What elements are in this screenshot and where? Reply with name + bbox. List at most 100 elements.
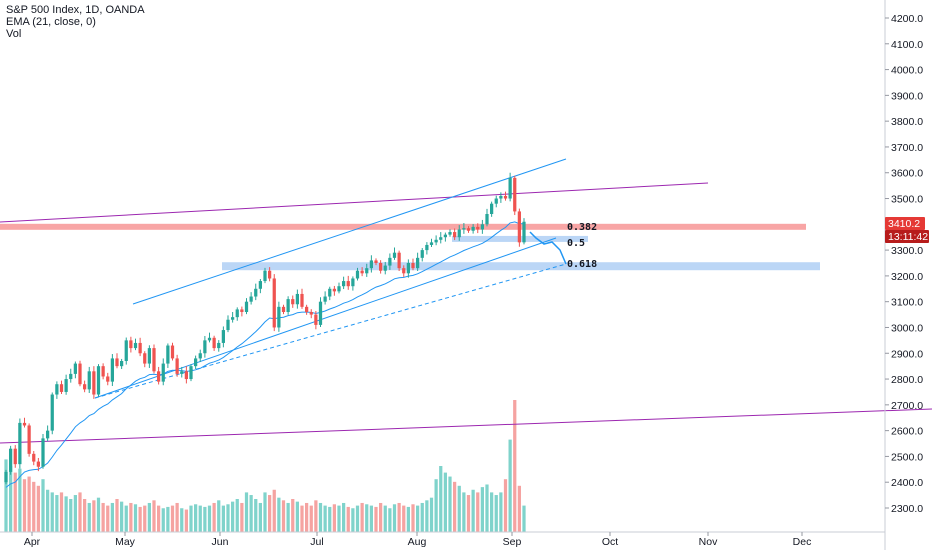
volume-bar bbox=[64, 496, 68, 532]
candle-body bbox=[161, 363, 165, 382]
volume-bar bbox=[462, 492, 466, 532]
symbol-title[interactable]: S&P 500 Index, 1D, OANDA bbox=[6, 4, 145, 16]
fib-labels: 0.382 0.5 0.618 bbox=[567, 222, 597, 270]
volume-bar bbox=[46, 489, 50, 532]
candle-body bbox=[4, 471, 8, 483]
support-trendline bbox=[0, 408, 932, 444]
candle-body bbox=[226, 319, 230, 331]
volume-bar bbox=[36, 485, 40, 532]
volume-bar bbox=[203, 506, 207, 532]
candle-body bbox=[416, 257, 420, 269]
candle-body bbox=[46, 430, 50, 439]
candle-body bbox=[263, 270, 267, 282]
price-tick-label: 3500.0 bbox=[891, 194, 923, 206]
volume-bar bbox=[22, 479, 27, 532]
volume-bar bbox=[120, 501, 124, 532]
price-tick-label: 2300.0 bbox=[891, 503, 923, 515]
volume-bar bbox=[466, 495, 471, 532]
price-tick-label: 2700.0 bbox=[891, 400, 923, 412]
volume-bar bbox=[198, 505, 202, 532]
candle-body bbox=[490, 203, 494, 214]
volume-bar bbox=[281, 500, 286, 532]
candle-body bbox=[355, 270, 360, 279]
volume-bar bbox=[244, 492, 249, 532]
candle-body bbox=[328, 288, 332, 297]
candle-body bbox=[50, 394, 54, 431]
volume-bar bbox=[240, 502, 244, 532]
price-axis[interactable]: 2300.0 2400.0 2500.0 2600.0 2700.0 2800.0 2900… bbox=[884, 0, 923, 550]
volume-bar bbox=[138, 506, 142, 532]
candle-body bbox=[221, 330, 225, 343]
volume-indicator-label[interactable]: Vol bbox=[6, 28, 22, 40]
candle-body bbox=[217, 342, 221, 349]
volume-bar bbox=[249, 495, 253, 532]
candle-body bbox=[244, 301, 249, 312]
candle-body bbox=[194, 358, 198, 367]
time-axis[interactable]: Apr May Jun Jul Aug Sep Oct Nov Dec bbox=[0, 531, 885, 548]
candle-body bbox=[513, 177, 517, 212]
candle-body bbox=[115, 358, 119, 367]
volume-bar bbox=[226, 504, 230, 532]
volume-bar bbox=[406, 506, 410, 532]
volume-bar bbox=[184, 509, 188, 532]
candle-body bbox=[106, 376, 110, 382]
volume-bar bbox=[355, 505, 360, 532]
price-tick-label: 4100.0 bbox=[891, 39, 923, 51]
volume-bar bbox=[115, 499, 119, 532]
candle-body bbox=[240, 309, 244, 312]
ema-indicator-label[interactable]: EMA (21, close, 0) bbox=[6, 16, 96, 28]
volume-bar bbox=[369, 505, 373, 532]
candle-body bbox=[365, 268, 369, 274]
volume-bar bbox=[328, 506, 332, 532]
volume-bar bbox=[300, 505, 304, 532]
candle-body bbox=[295, 293, 299, 305]
time-tick-label: Jun bbox=[212, 536, 229, 548]
volume-bar bbox=[180, 508, 184, 532]
price-tick-label: 2600.0 bbox=[891, 426, 923, 438]
volume-bar bbox=[101, 502, 105, 532]
fib-zones[interactable] bbox=[0, 223, 820, 271]
volume-bar bbox=[397, 502, 401, 532]
price-tick-label: 3300.0 bbox=[891, 245, 923, 257]
candle-body bbox=[55, 384, 59, 395]
last-price-text: 3410.2 bbox=[888, 218, 920, 230]
volume-bar bbox=[9, 466, 13, 532]
volume-bar bbox=[513, 400, 517, 532]
volume-bar bbox=[157, 505, 161, 532]
candle-body bbox=[305, 306, 309, 312]
candle-body bbox=[420, 250, 424, 258]
volume-bar bbox=[69, 499, 73, 532]
channel-dashed-line bbox=[94, 263, 567, 399]
volume-bar bbox=[416, 505, 420, 532]
candle-body bbox=[429, 242, 434, 245]
volume-bar bbox=[360, 502, 364, 532]
volume-bar bbox=[388, 508, 392, 532]
volume-bar bbox=[286, 502, 290, 532]
ema-line bbox=[5, 221, 525, 488]
candle-body bbox=[41, 438, 45, 467]
volume-bar bbox=[254, 499, 258, 532]
candle-body bbox=[383, 265, 387, 271]
volume-bar bbox=[439, 466, 443, 532]
volume-bar bbox=[189, 505, 193, 532]
candle-body bbox=[83, 384, 87, 390]
volume-bar bbox=[92, 500, 96, 532]
candle-body bbox=[406, 263, 410, 274]
trend-lines[interactable] bbox=[0, 158, 932, 444]
candle-body bbox=[337, 286, 341, 292]
candle-body bbox=[212, 337, 216, 349]
volume-bar bbox=[207, 505, 212, 532]
candle-body bbox=[300, 293, 304, 307]
candle-body bbox=[379, 263, 383, 271]
volume-bar bbox=[4, 459, 8, 532]
candle-body bbox=[110, 358, 114, 382]
volume-bar bbox=[305, 502, 309, 532]
fib-level-label: 0.5 bbox=[567, 238, 585, 249]
volume-bar bbox=[503, 479, 508, 532]
candle-body bbox=[143, 353, 147, 364]
candle-body bbox=[36, 461, 40, 467]
volume-bar bbox=[383, 505, 387, 532]
volume-bar bbox=[323, 505, 327, 532]
volume-bar bbox=[480, 487, 484, 532]
